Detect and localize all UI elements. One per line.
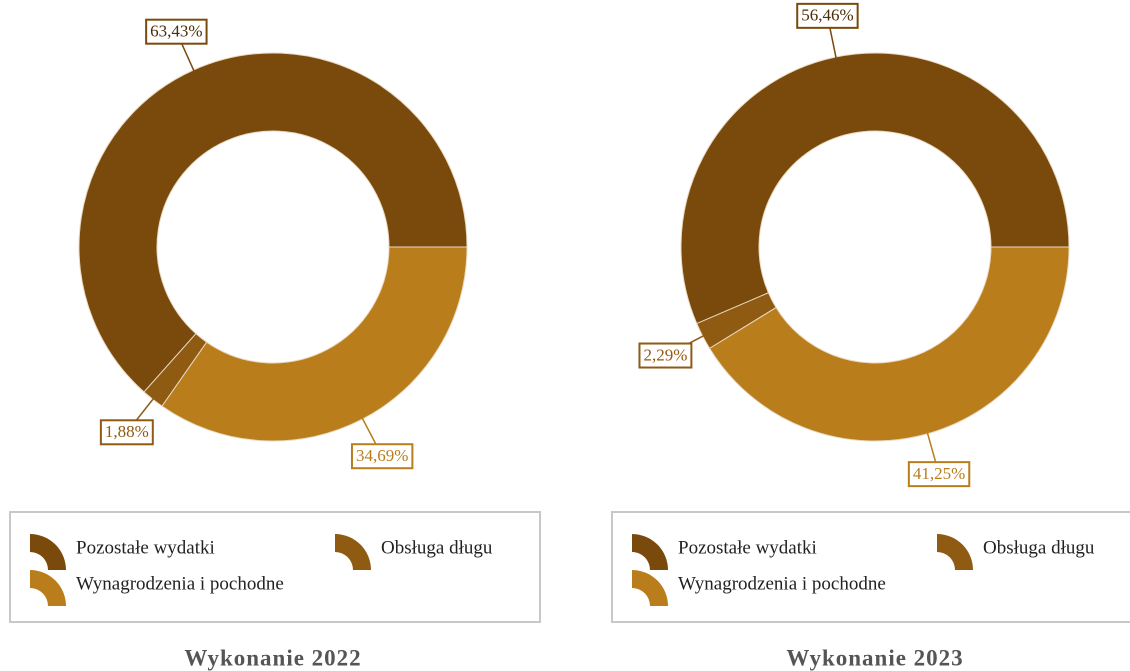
data-label: 56,46% (801, 6, 853, 25)
legend-icon (30, 534, 66, 570)
data-label: 34,69% (356, 446, 408, 465)
chart-title: Wykonanie 2022 (184, 645, 361, 670)
label-box (638, 342, 693, 369)
donut-slice (161, 246, 468, 442)
legend-label: Pozostałe wydatki (678, 537, 817, 558)
legend-box (9, 511, 541, 623)
legend-label: Wynagrodzenia i pochodne (76, 573, 284, 594)
data-label: 2,29% (643, 345, 687, 364)
data-label: 1,88% (105, 422, 149, 441)
legend-icon (937, 534, 973, 570)
legend-box (611, 511, 1130, 623)
legend-icon (30, 570, 66, 606)
donut-slice (708, 246, 1070, 442)
chart-title: Wykonanie 2023 (786, 645, 963, 670)
data-label: 41,25% (913, 464, 965, 483)
label-box (796, 2, 859, 29)
legend-icon (335, 534, 371, 570)
label-box (99, 419, 154, 446)
legend-label: Obsługa długu (983, 537, 1095, 558)
legend-label: Pozostałe wydatki (76, 537, 215, 558)
label-box (145, 18, 208, 45)
legend-icon (632, 570, 668, 606)
donut-slice (78, 52, 468, 393)
legend-icon (632, 534, 668, 570)
data-label: 63,43% (150, 22, 202, 41)
label-box (907, 461, 971, 488)
donut-slice (680, 52, 1070, 325)
legend-label: Wynagrodzenia i pochodne (678, 573, 886, 594)
legend-label: Obsługa długu (381, 537, 493, 558)
label-box (350, 443, 414, 470)
